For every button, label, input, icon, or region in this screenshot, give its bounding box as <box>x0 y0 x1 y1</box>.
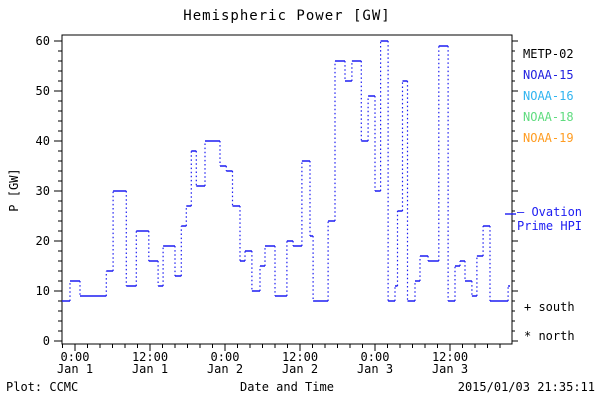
x-tick-label: 0:00 Jan 3 <box>356 350 394 376</box>
legend-satellite-noaa-18: NOAA-18 <box>523 110 574 124</box>
x-tick-label: 12:00 Jan 1 <box>131 350 169 376</box>
ovation-legend-line1: — Ovation <box>517 205 583 219</box>
y-axis-title: P [GW] <box>7 168 21 212</box>
x-tick-label: 12:00 Jan 3 <box>431 350 469 376</box>
x-tick-label: 12:00 Jan 2 <box>281 350 319 376</box>
axis-ticks <box>54 40 518 351</box>
legend-satellite-noaa-15: NOAA-15 <box>523 68 574 82</box>
south-marker-label: + south <box>524 300 575 314</box>
hpi-step-line <box>61 40 510 302</box>
y-tick-label: 10 <box>35 284 50 298</box>
y-tick-label: 30 <box>35 184 50 198</box>
plot-source-label: Plot: CCMC <box>6 380 79 394</box>
x-tick-label: 0:00 Jan 1 <box>56 350 94 376</box>
axes-frame <box>61 34 513 345</box>
y-tick-label: 60 <box>35 34 50 48</box>
legend-satellite-noaa-16: NOAA-16 <box>523 89 574 103</box>
x-tick-label: 0:00 Jan 2 <box>206 350 244 376</box>
legend-satellite-metp-02: METP-02 <box>523 47 574 61</box>
y-tick-label: 40 <box>35 134 50 148</box>
ovation-legend-label: — Ovation Prime HPI <box>517 205 582 233</box>
north-marker-label: * north <box>524 329 575 343</box>
x-axis-title: Date and Time <box>240 380 334 394</box>
satellite-legend: METP-02 NOAA-15 NOAA-16 NOAA-18 NOAA-19 <box>523 44 574 149</box>
y-tick-label: 50 <box>35 84 50 98</box>
ovation-legend-line2: Prime HPI <box>517 219 583 233</box>
plot-timestamp: 2015/01/03 21:35:11 <box>457 380 595 394</box>
y-tick-label: 20 <box>35 234 50 248</box>
legend-satellite-noaa-19: NOAA-19 <box>523 131 574 145</box>
chart-title: Hemispheric Power [GW] <box>183 8 391 24</box>
y-tick-label: 0 <box>42 334 50 348</box>
